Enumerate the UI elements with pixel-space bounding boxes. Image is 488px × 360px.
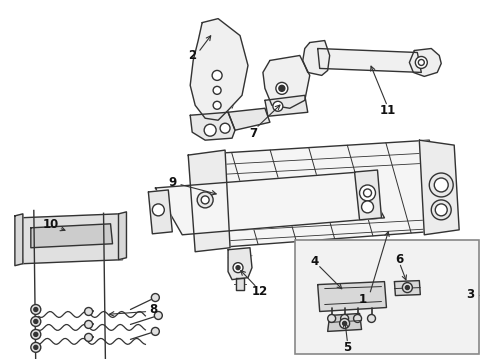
Polygon shape — [408, 49, 440, 76]
Circle shape — [34, 319, 38, 323]
Text: 12: 12 — [251, 285, 267, 298]
Circle shape — [84, 333, 92, 341]
Polygon shape — [155, 172, 384, 235]
Circle shape — [417, 59, 424, 66]
Circle shape — [203, 124, 216, 136]
Polygon shape — [19, 214, 122, 264]
Circle shape — [31, 316, 41, 327]
Circle shape — [154, 311, 162, 319]
Polygon shape — [302, 41, 329, 75]
Circle shape — [84, 307, 92, 315]
Circle shape — [363, 189, 371, 197]
Text: 10: 10 — [42, 218, 59, 231]
Circle shape — [197, 192, 213, 208]
Polygon shape — [317, 49, 421, 72]
Circle shape — [340, 315, 348, 323]
Circle shape — [220, 123, 229, 133]
Circle shape — [213, 101, 221, 109]
Circle shape — [402, 283, 411, 293]
Polygon shape — [394, 280, 420, 296]
Circle shape — [339, 319, 349, 328]
Circle shape — [213, 86, 221, 94]
Circle shape — [34, 332, 38, 336]
Text: 11: 11 — [379, 104, 395, 117]
Circle shape — [405, 285, 408, 289]
Circle shape — [353, 315, 361, 323]
Circle shape — [236, 266, 240, 270]
Circle shape — [359, 185, 375, 201]
Circle shape — [212, 71, 222, 80]
Circle shape — [151, 328, 159, 336]
Polygon shape — [236, 278, 244, 289]
Circle shape — [34, 345, 38, 349]
Circle shape — [433, 178, 447, 192]
Polygon shape — [118, 212, 126, 260]
Circle shape — [34, 307, 38, 311]
Circle shape — [84, 320, 92, 328]
Circle shape — [151, 293, 159, 302]
Polygon shape — [15, 214, 23, 266]
Text: 6: 6 — [394, 253, 403, 266]
Polygon shape — [31, 224, 112, 248]
Text: 7: 7 — [248, 127, 257, 140]
Circle shape — [434, 204, 447, 216]
Circle shape — [327, 315, 335, 323]
Polygon shape — [227, 108, 269, 130]
Circle shape — [367, 315, 375, 323]
Polygon shape — [190, 112, 235, 140]
Polygon shape — [263, 55, 309, 108]
Polygon shape — [354, 170, 381, 220]
Text: 5: 5 — [343, 341, 351, 354]
Polygon shape — [419, 140, 458, 235]
Polygon shape — [327, 314, 361, 332]
Circle shape — [31, 342, 41, 352]
Polygon shape — [190, 19, 247, 120]
Circle shape — [278, 85, 285, 91]
Text: 3: 3 — [465, 288, 473, 301]
Polygon shape — [148, 190, 172, 234]
Text: 8: 8 — [149, 303, 157, 316]
Polygon shape — [188, 150, 229, 252]
Circle shape — [430, 200, 450, 220]
Text: 4: 4 — [310, 255, 318, 268]
Circle shape — [361, 201, 373, 213]
Bar — [294, 240, 478, 354]
Polygon shape — [264, 95, 307, 116]
Polygon shape — [188, 140, 453, 248]
Circle shape — [414, 57, 427, 68]
Circle shape — [233, 263, 243, 273]
Circle shape — [152, 204, 164, 216]
Circle shape — [342, 321, 346, 325]
Circle shape — [428, 173, 452, 197]
Circle shape — [31, 305, 41, 315]
Text: 1: 1 — [358, 293, 366, 306]
Polygon shape — [227, 248, 251, 280]
Text: 9: 9 — [168, 176, 176, 189]
Circle shape — [201, 196, 209, 204]
Circle shape — [272, 101, 282, 111]
Circle shape — [31, 329, 41, 339]
Text: 2: 2 — [188, 49, 196, 62]
Circle shape — [275, 82, 287, 94]
Polygon shape — [317, 282, 386, 311]
